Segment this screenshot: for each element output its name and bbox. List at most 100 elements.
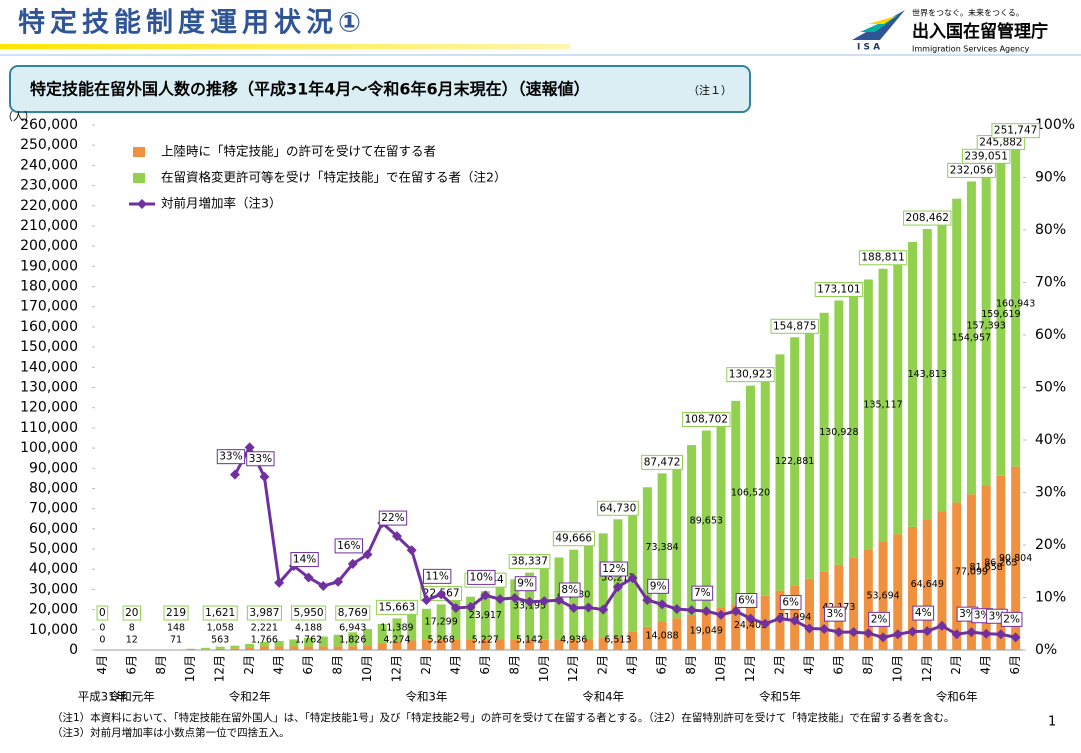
bar-value-label: 148 (167, 623, 185, 634)
line-value-label: 10% (470, 571, 493, 583)
bar-segment (215, 646, 225, 649)
y-tick-label: 0 (69, 642, 78, 658)
bar-segment (495, 585, 505, 640)
y-tick-label: 180,000 (20, 279, 78, 295)
chart-title-note: （注１） (688, 83, 732, 97)
bar-segment (672, 618, 682, 650)
label-box (814, 281, 864, 297)
bar-segment (230, 645, 240, 649)
bar-segment (436, 639, 446, 650)
line-point (509, 593, 520, 604)
total-label: 38,337 (511, 556, 548, 568)
line-point (833, 627, 844, 638)
bar-value-label: 0 (99, 623, 105, 634)
line-point (627, 573, 638, 584)
line-point (951, 629, 962, 640)
label-box (599, 561, 629, 577)
logo-text: I S A (857, 43, 880, 53)
x-tick-label: 6月 (124, 655, 138, 675)
line-point (554, 595, 564, 606)
x-group-label: 令和元年 (109, 690, 155, 704)
bar-segment (583, 541, 593, 640)
line-point (907, 626, 918, 637)
bar-value-label: 6,943 (339, 623, 366, 634)
x-tick-label: 12月 (920, 655, 934, 682)
y-tick-label: 60,000 (29, 521, 78, 537)
label-box (558, 582, 581, 598)
label-box (912, 605, 935, 621)
total-label: 251,747 (994, 125, 1037, 137)
bar-segment (230, 648, 240, 650)
bar-segment (333, 646, 343, 650)
label-box (597, 500, 639, 516)
bar-value-label: 160,943 (996, 299, 1035, 310)
bar-value-label: 130,928 (819, 427, 858, 438)
bar-segment (392, 641, 402, 650)
y-tick-label: 140,000 (20, 359, 78, 375)
line-point (745, 613, 756, 624)
bar-value-label: 23,917 (469, 610, 502, 621)
line-point (1010, 632, 1021, 643)
bar-segment (421, 639, 431, 650)
x-group-label: 令和3年 (406, 690, 448, 704)
bar-segment (893, 255, 903, 535)
y-tick-label: 150,000 (20, 339, 78, 355)
total-label: 0 (99, 607, 106, 619)
bar-segment (274, 640, 284, 647)
y2-tick-label: 30% (1035, 485, 1066, 501)
bar-segment (628, 501, 638, 632)
x-tick-label: 2月 (772, 655, 786, 675)
bar-segment (687, 445, 697, 615)
x-group-label: 令和5年 (759, 690, 801, 704)
bar-segment (451, 639, 461, 650)
legend-label: 対前月増加率（注3） (161, 196, 281, 211)
x-tick-label: 2月 (419, 655, 433, 675)
y-tick-label: 70,000 (29, 501, 78, 517)
line-point (863, 628, 874, 639)
bar-segment (480, 639, 490, 650)
x-tick-label: 8月 (684, 655, 698, 675)
bar-segment (245, 643, 255, 648)
bar-value-label: 90,804 (999, 553, 1032, 564)
bar-segment (200, 649, 210, 650)
bar-segment (922, 229, 932, 520)
bar-segment (289, 639, 299, 647)
x-group-label: 平成31年 (78, 690, 127, 704)
bar-segment (318, 636, 328, 647)
line-value-label: 16% (337, 540, 360, 552)
line-point (819, 624, 830, 634)
bar-value-label: 4,936 (560, 635, 587, 646)
line-value-label: 7% (694, 587, 711, 599)
bar-segment (716, 608, 726, 650)
total-label: 15,663 (379, 601, 416, 613)
line-point (671, 604, 682, 615)
bar-segment (436, 604, 446, 640)
bar-segment (966, 181, 976, 495)
bar-segment (731, 604, 741, 650)
agency-name-en: Immigration Services Agency (912, 45, 1030, 54)
total-label: 154,875 (773, 320, 816, 332)
total-label: 49,666 (555, 533, 592, 545)
bar-value-label: 64,649 (911, 579, 944, 590)
line-point (303, 572, 314, 583)
label-box (216, 449, 246, 465)
line-value-label: 9% (517, 578, 534, 590)
y-tick-label: 160,000 (20, 319, 78, 335)
line-point (465, 601, 476, 612)
bar-segment (259, 646, 269, 650)
bar-value-label: 11,389 (380, 623, 413, 634)
bar-segment (407, 612, 417, 641)
line-point (612, 582, 623, 592)
label-box (467, 569, 496, 585)
x-tick-label: 10月 (714, 655, 728, 682)
line-point (421, 595, 432, 606)
page-number: 1 (1048, 715, 1056, 730)
bar-segment (863, 549, 873, 650)
bar-value-label: 6,513 (604, 635, 631, 646)
line-point (922, 626, 933, 637)
line-value-label: 3% (827, 608, 844, 620)
x-tick-label: 2月 (949, 655, 963, 675)
line-point (701, 606, 712, 617)
total-label: 8,769 (338, 607, 368, 619)
